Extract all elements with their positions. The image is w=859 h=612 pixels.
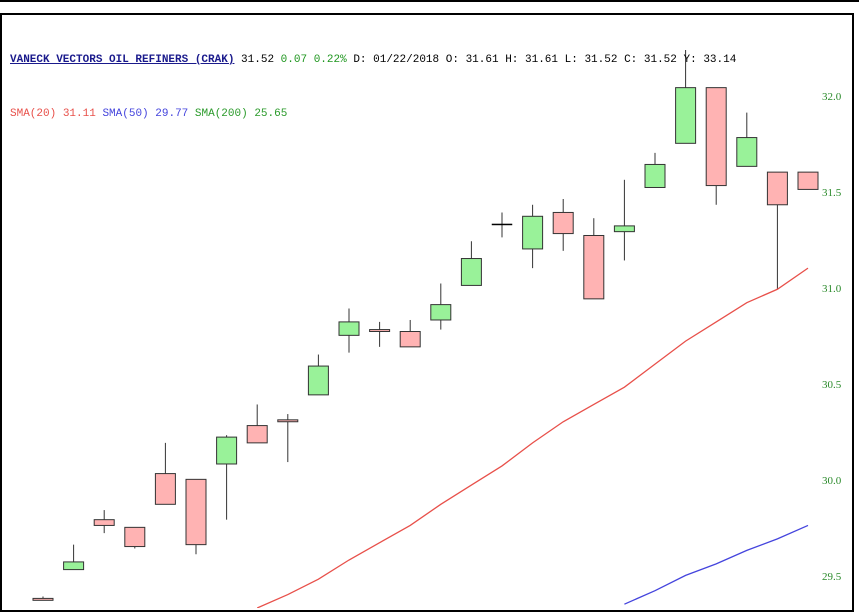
candle-body (185, 478, 207, 546)
candle-body (369, 329, 391, 333)
quote-line: VANECK VECTORS OIL REFINERS (CRAK) 31.52… (10, 51, 736, 69)
legend-value: 31.11 (62, 108, 96, 120)
sma-line (256, 267, 809, 608)
legend: SMA(20) 31.11 SMA(50) 29.77 SMA(200) 25.… (10, 105, 736, 123)
sma-line (624, 524, 809, 605)
candle-body (338, 321, 360, 336)
legend-name: SMA(20) (10, 108, 57, 120)
candle-body (307, 365, 329, 396)
legend-value: 29.77 (155, 108, 189, 120)
field-value: 31.61 (525, 54, 559, 66)
candle-body (583, 234, 605, 300)
candle-body (32, 597, 54, 601)
candle-body (246, 425, 268, 444)
field-value: 01/22/2018 (373, 54, 440, 66)
candle-body (154, 473, 176, 505)
y-tick-label: 30.5 (822, 379, 842, 391)
change-pct: 0.22% (313, 54, 347, 66)
candle-body (644, 163, 666, 188)
title: VANECK VECTORS OIL REFINERS (CRAK) (10, 54, 235, 66)
field-label: Y: (683, 54, 697, 66)
candle-body (736, 137, 758, 167)
candle-body (766, 171, 788, 206)
field-label: D: (353, 54, 367, 66)
field-value: 31.61 (465, 54, 499, 66)
legend-value: 25.65 (254, 108, 288, 120)
last: 31.52 (241, 54, 275, 66)
y-tick-label: 32.0 (822, 91, 842, 103)
candle-body (277, 419, 299, 423)
y-tick-label: 31.5 (822, 187, 842, 199)
field-value: 31.52 (643, 54, 677, 66)
field-label: H: (505, 54, 519, 66)
candle-body (399, 331, 421, 348)
header: VANECK VECTORS OIL REFINERS (CRAK) 31.52… (10, 15, 736, 141)
candle-body (491, 223, 513, 226)
field-value: 31.52 (584, 54, 618, 66)
candle-body (216, 436, 238, 465)
candle-body (675, 87, 697, 144)
candle-body (430, 304, 452, 321)
candle-body (552, 211, 574, 235)
change: 0.07 (280, 54, 308, 66)
field-value: 33.14 (703, 54, 737, 66)
candle-body (522, 215, 544, 250)
candle-body (705, 87, 727, 187)
plot (32, 50, 819, 608)
field-label: C: (624, 54, 638, 66)
candle-body (797, 171, 819, 190)
legend-name: SMA(200) (194, 108, 248, 120)
candle-body (93, 519, 115, 526)
y-tick-label: 31.0 (822, 283, 842, 295)
field-label: O: (445, 54, 459, 66)
legend-name: SMA(50) (102, 108, 149, 120)
candle-body (613, 225, 635, 233)
candle-body (460, 258, 482, 286)
field-label: L: (564, 54, 578, 66)
frame (0, 13, 854, 612)
y-tick-label: 30.0 (822, 475, 842, 487)
candle-body (63, 561, 85, 571)
y-tick-label: 29.5 (822, 571, 842, 583)
candle-body (124, 526, 146, 548)
